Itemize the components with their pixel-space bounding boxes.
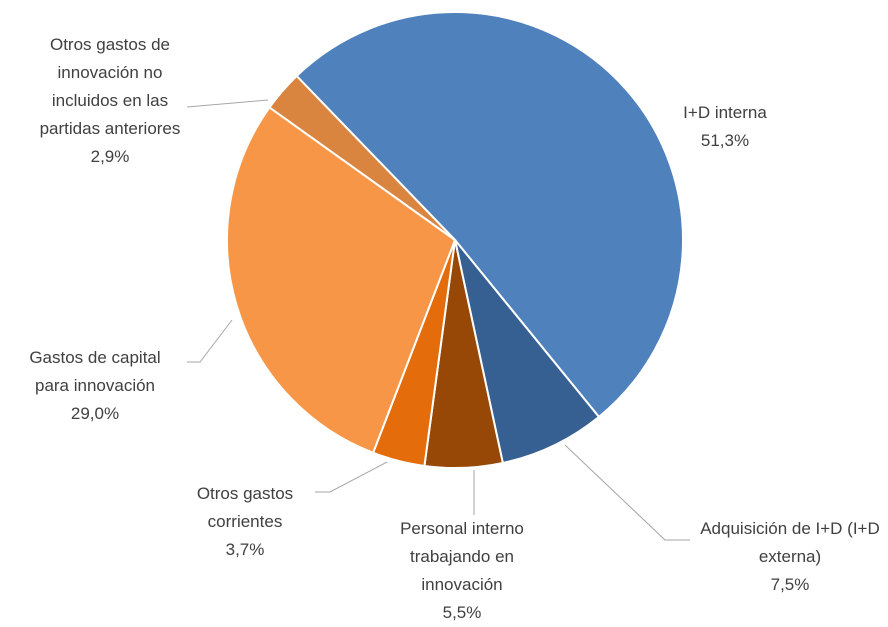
- category-label: Otros gastos corrientes: [196, 484, 294, 531]
- value-label: 2,9%: [90, 147, 130, 166]
- value-label: 7,5%: [770, 575, 810, 594]
- slice-label: Otros gastos de innovación no incluidos …: [30, 31, 190, 171]
- value-label: 5,5%: [442, 603, 482, 622]
- category-label: Gastos de capital para innovación: [29, 348, 161, 395]
- slice-label: Adquisición de I+D (I+D externa) 7,5%: [695, 515, 885, 599]
- pie-slice: [226, 106, 457, 455]
- leader-line: [564, 444, 690, 541]
- slice-label: I+D interna 51,3%: [665, 99, 785, 155]
- leader-line: [186, 99, 269, 108]
- value-label: 3,7%: [225, 540, 265, 559]
- category-label: I+D interna: [683, 103, 767, 122]
- category-label: Personal interno trabajando en innovació…: [400, 519, 524, 594]
- pie-slice: [268, 74, 456, 241]
- category-label: Adquisición de I+D (I+D externa): [700, 519, 880, 566]
- slice-label: Gastos de capital para innovación 29,0%: [10, 344, 180, 428]
- leader-line: [187, 319, 233, 363]
- value-label: 29,0%: [70, 404, 120, 423]
- slice-label: Otros gastos corrientes 3,7%: [180, 480, 310, 564]
- value-label: 51,3%: [700, 131, 750, 150]
- leader-line: [315, 461, 388, 493]
- pie-slice: [295, 11, 684, 419]
- slice-label: Personal interno trabajando en innovació…: [382, 515, 542, 627]
- category-label: Otros gastos de innovación no incluidos …: [39, 35, 181, 138]
